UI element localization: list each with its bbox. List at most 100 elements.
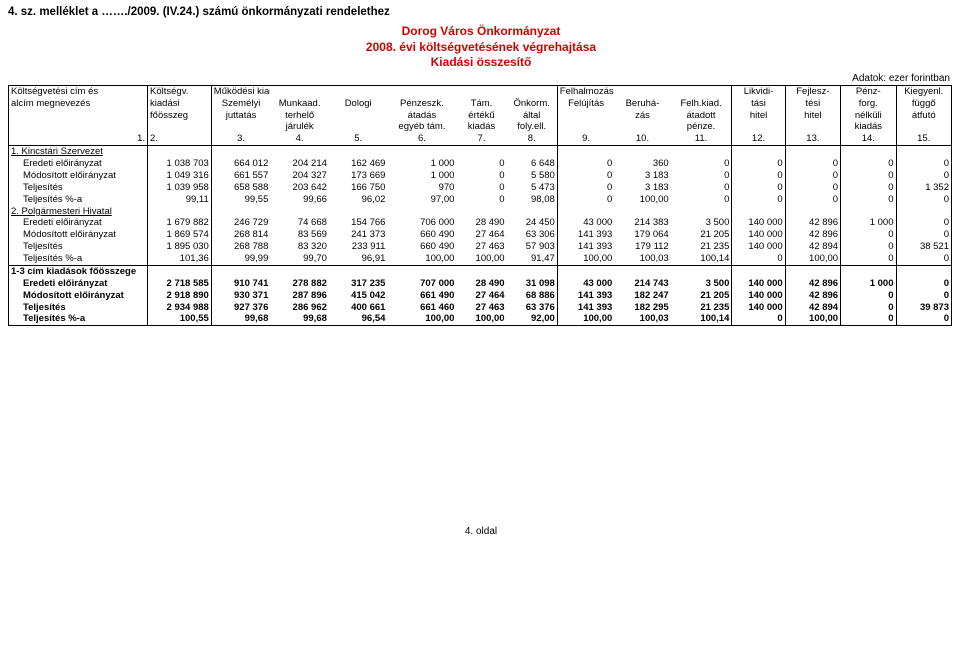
table-cell: 141 393: [557, 241, 614, 253]
table-cell: 1 352: [896, 182, 952, 194]
table-cell: járulék: [270, 121, 329, 133]
table-cell: [732, 121, 785, 133]
table-cell: 63 376: [507, 302, 558, 314]
table-cell: [507, 265, 558, 277]
table-cell: 3 500: [671, 278, 732, 290]
table-cell: 179 064: [614, 229, 670, 241]
table-cell: Fejlesz-: [785, 85, 840, 97]
table-cell: 99,55: [211, 194, 270, 206]
table-cell: 39 873: [896, 302, 952, 314]
table-cell: [671, 206, 732, 218]
table-cell: Pénzeszk.: [387, 98, 456, 110]
table-cell: 28 490: [456, 217, 506, 229]
table-cell: 661 557: [211, 170, 270, 182]
table-cell: 100,14: [671, 313, 732, 325]
table-cell: 0: [557, 158, 614, 170]
table-cell: pénze.: [671, 121, 732, 133]
table-cell: 101,36: [148, 253, 212, 265]
table-cell: 927 376: [211, 302, 270, 314]
table-cell: 100,00: [614, 194, 670, 206]
table-cell: 286 962: [270, 302, 329, 314]
table-cell: 98,08: [507, 194, 558, 206]
table-cell: 3 183: [614, 170, 670, 182]
table-cell: átfutó: [896, 110, 952, 122]
table-cell: 2 718 585: [148, 278, 212, 290]
table-cell: tési: [785, 98, 840, 110]
table-cell: 0: [841, 302, 896, 314]
table-cell: [329, 110, 388, 122]
table-cell: [507, 146, 558, 158]
table-cell: 661 460: [387, 302, 456, 314]
table-cell: 0: [732, 253, 785, 265]
table-cell: 100,00: [387, 253, 456, 265]
table-cell: 83 569: [270, 229, 329, 241]
table-cell: 3.: [211, 133, 270, 145]
table-cell: [211, 146, 270, 158]
table-cell: [9, 121, 148, 133]
table-cell: [148, 206, 212, 218]
table-cell: Módosított előirányzat: [9, 290, 148, 302]
table-cell: 42 894: [785, 302, 840, 314]
table-cell: Módosított előirányzat: [9, 170, 148, 182]
table-cell: 0: [896, 158, 952, 170]
table-cell: átadás: [387, 110, 456, 122]
table-cell: által: [507, 110, 558, 122]
table-cell: alcím megnevezés: [9, 98, 148, 110]
table-cell: 57 903: [507, 241, 558, 253]
table-cell: 97,00: [387, 194, 456, 206]
table-cell: Költségvetési cím és: [9, 85, 148, 97]
table-cell: 43 000: [557, 278, 614, 290]
table-cell: 0: [896, 194, 952, 206]
table-cell: 268 788: [211, 241, 270, 253]
table-cell: [211, 206, 270, 218]
table-cell: 233 911: [329, 241, 388, 253]
table-cell: 0: [557, 182, 614, 194]
table-cell: 8.: [507, 133, 558, 145]
table-cell: 141 393: [557, 302, 614, 314]
table-cell: 99,68: [270, 313, 329, 325]
table-cell: 1 679 882: [148, 217, 212, 229]
table-cell: 0: [456, 170, 506, 182]
table-cell: 140 000: [732, 302, 785, 314]
table-cell: 0: [841, 253, 896, 265]
table-cell: 0: [896, 313, 952, 325]
table-cell: 92,00: [507, 313, 558, 325]
table-cell: 0: [456, 158, 506, 170]
table-cell: 74 668: [270, 217, 329, 229]
table-cell: forg.: [841, 98, 896, 110]
table-cell: [841, 265, 896, 277]
table-cell: juttatás: [211, 110, 270, 122]
table-cell: 24 450: [507, 217, 558, 229]
table-cell: 99,66: [270, 194, 329, 206]
table-cell: 100,55: [148, 313, 212, 325]
table-cell: 173 669: [329, 170, 388, 182]
table-cell: 21 235: [671, 302, 732, 314]
table-cell: [456, 85, 506, 97]
table-cell: [148, 146, 212, 158]
table-cell: 0: [557, 194, 614, 206]
table-cell: 664 012: [211, 158, 270, 170]
table-cell: 214 383: [614, 217, 670, 229]
table-cell: 1 869 574: [148, 229, 212, 241]
table-cell: 2.: [148, 133, 212, 145]
table-cell: 0: [896, 170, 952, 182]
table-cell: Teljesítés: [9, 182, 148, 194]
table-cell: [732, 146, 785, 158]
table-cell: 415 042: [329, 290, 388, 302]
table-cell: 162 469: [329, 158, 388, 170]
table-cell: 1 000: [841, 278, 896, 290]
table-cell: 140 000: [732, 229, 785, 241]
table-cell: 182 295: [614, 302, 670, 314]
table-cell: Kiegyenl.: [896, 85, 952, 97]
table-cell: 99,68: [211, 313, 270, 325]
table-cell: 707 000: [387, 278, 456, 290]
attachment-reference: 4. sz. melléklet a ……./2009. (IV.24.) sz…: [8, 6, 954, 18]
table-cell: [732, 265, 785, 277]
table-cell: 0: [456, 182, 506, 194]
title-line-1: Dorog Város Önkormányzat: [8, 24, 954, 40]
table-cell: 27 464: [456, 229, 506, 241]
table-cell: 21 205: [671, 290, 732, 302]
table-cell: Tám.: [456, 98, 506, 110]
table-cell: kiadás: [456, 121, 506, 133]
table-cell: 360: [614, 158, 670, 170]
